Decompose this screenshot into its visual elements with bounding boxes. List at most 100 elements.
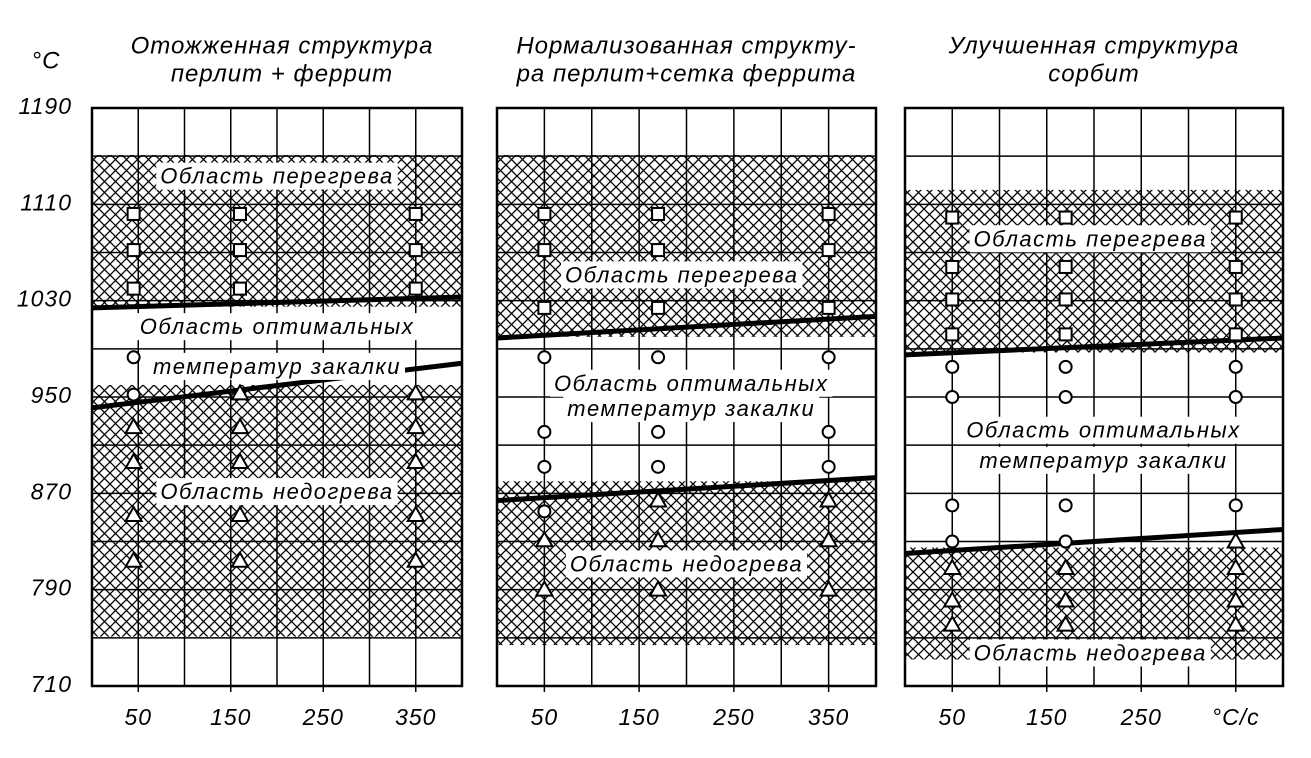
square-marker (651, 243, 666, 258)
circle-marker (537, 424, 552, 439)
boundary-line (496, 313, 877, 341)
region-label: температур закалки (153, 354, 401, 379)
square-marker (408, 206, 423, 221)
square-marker (821, 243, 836, 258)
circle-marker (651, 350, 666, 365)
square-marker (821, 206, 836, 221)
square-marker (1228, 327, 1243, 342)
panel-title: Нормализованная структу- (516, 32, 856, 59)
triangle-marker (942, 557, 962, 575)
annotation-bg (550, 369, 833, 397)
annotation-bg (969, 639, 1211, 667)
boundary-line (91, 294, 463, 311)
annotation-bg (156, 478, 398, 506)
triangle-marker (1055, 557, 1076, 575)
circle-marker (1228, 359, 1243, 374)
triangle-marker (123, 550, 144, 568)
triangle-marker (230, 383, 250, 401)
triangle-marker (123, 504, 144, 523)
circle-marker (945, 498, 960, 513)
panel-title: сорбит (1048, 60, 1140, 87)
triangle-marker (406, 452, 426, 470)
triangle-marker (406, 383, 426, 401)
plot-frame (903, 106, 1285, 688)
annotation-bg (969, 225, 1211, 253)
square-marker (821, 300, 836, 315)
x-tick-label: 50 (938, 704, 966, 730)
triangle-marker (818, 530, 839, 548)
annotation-bg (156, 162, 398, 190)
circle-marker (651, 459, 666, 474)
y-tick-label: 950 (31, 382, 72, 408)
circle-marker (1228, 390, 1243, 404)
square-marker (537, 243, 552, 258)
square-marker (126, 243, 141, 258)
triangle-marker (230, 452, 250, 470)
x-tick-label: 350 (808, 704, 849, 730)
square-marker (1228, 259, 1243, 274)
square-marker (945, 292, 960, 307)
panel-title: ра перлит+сетка феррита (516, 60, 857, 87)
square-marker (1058, 292, 1073, 307)
region-label: Область недогрева (974, 641, 1207, 666)
annotation-bg (975, 446, 1232, 474)
region-label: Область оптимальных (966, 418, 1240, 443)
triangle-marker (1226, 590, 1246, 608)
circle-marker (126, 387, 141, 402)
circle-marker (537, 504, 552, 519)
annotation-bg (148, 352, 406, 380)
region-label: температур закалки (567, 396, 815, 421)
region-label: Область перегрева (160, 164, 394, 189)
triangle-marker (942, 614, 962, 632)
annotation-bg (962, 416, 1245, 444)
square-marker (126, 281, 141, 296)
annotation-bg (135, 313, 419, 341)
boundary-line (496, 475, 877, 504)
x-tick-label: 150 (1026, 704, 1067, 730)
square-marker (233, 206, 247, 221)
circle-marker (821, 424, 836, 439)
circle-marker (821, 459, 836, 474)
triangle-marker (818, 490, 839, 508)
region-label: Область недогрева (570, 551, 803, 576)
annotation-bg (565, 550, 808, 578)
region-label: температур закалки (979, 448, 1227, 473)
circle-marker (651, 424, 666, 439)
square-marker (537, 206, 552, 221)
x-tick-label: 50 (124, 704, 152, 730)
square-marker (1058, 327, 1073, 342)
square-marker (945, 327, 960, 342)
triangle-marker (1226, 531, 1246, 549)
x-tick-label: 350 (395, 704, 436, 730)
panel-title: Отожженная структура (131, 32, 434, 59)
triangle-marker (942, 590, 962, 608)
square-marker (1228, 292, 1243, 307)
region-label: Область недогрева (160, 479, 393, 504)
triangle-marker (1226, 557, 1246, 575)
panel-title: перлит + феррит (171, 60, 393, 87)
x-tick-label: 150 (210, 704, 251, 730)
square-marker (651, 300, 666, 315)
circle-marker (537, 350, 552, 365)
region-label: Область перегрева (565, 262, 799, 287)
y-tick-label: 1110 (20, 189, 72, 215)
square-marker (1228, 210, 1243, 225)
triangle-marker (230, 504, 250, 523)
circle-marker (1058, 390, 1073, 404)
square-marker (408, 281, 423, 296)
x-tick-label: 150 (618, 704, 659, 730)
triangle-marker (648, 490, 668, 508)
annotation-bg (560, 261, 803, 289)
y-tick-label: 1190 (19, 93, 72, 119)
square-marker (1058, 210, 1073, 225)
triangle-marker (1055, 590, 1076, 608)
triangle-marker (648, 530, 668, 548)
panel-title: Улучшенная структура (948, 32, 1240, 59)
boundary-line (904, 526, 1284, 557)
x-tick-label: 250 (712, 704, 754, 730)
y-tick-label: 870 (31, 478, 72, 504)
boundary-line (904, 335, 1284, 358)
annotation-bg (563, 395, 820, 423)
x-tick-label: 250 (1120, 704, 1162, 730)
